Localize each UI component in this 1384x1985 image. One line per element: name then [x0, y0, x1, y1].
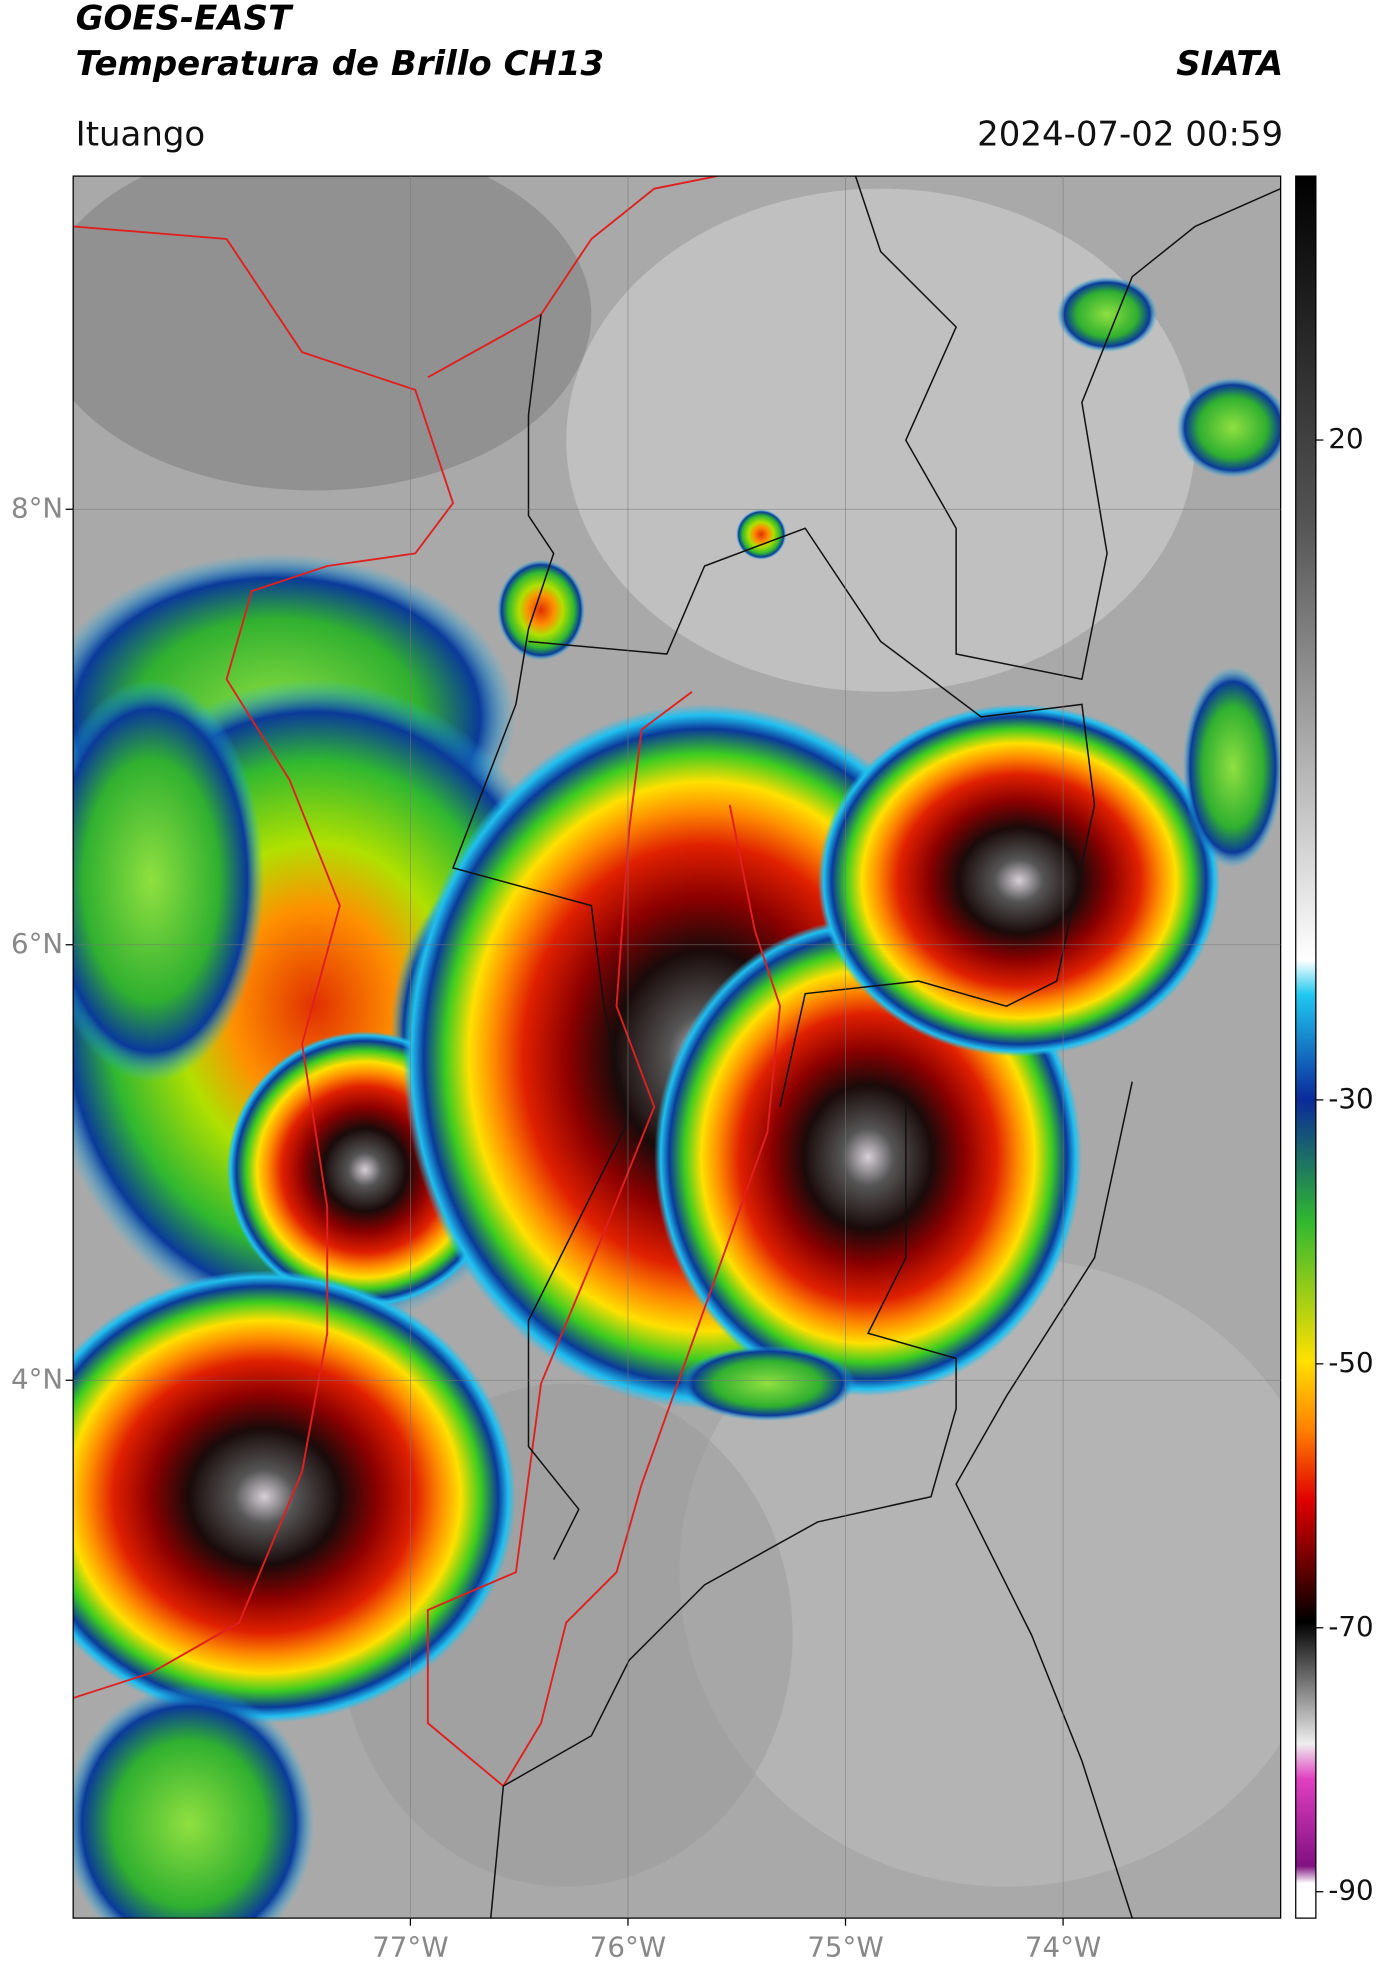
title: GOES-EAST	[76, 0, 294, 39]
colorbar-tick-label: 20	[1328, 422, 1363, 455]
lat-tick-label: 4°N	[11, 1362, 63, 1395]
colorbar-tick-label: -50	[1328, 1346, 1373, 1379]
lat-tick-label: 8°N	[11, 491, 63, 524]
lon-tick-label: 75°W	[807, 1930, 883, 1963]
location: Ituango	[76, 114, 206, 154]
map-frame	[72, 175, 1282, 1919]
lon-tick-label: 74°W	[1025, 1930, 1101, 1963]
colorbar-tick-label: -70	[1328, 1610, 1373, 1643]
subtitle: Temperatura de Brillo CH13	[76, 44, 604, 84]
colorbar-tick-label: -30	[1328, 1082, 1373, 1115]
colorbar	[1295, 175, 1317, 1919]
colorbar-tick-label: -90	[1328, 1874, 1373, 1907]
timestamp: 2024-07-02 00:59	[977, 114, 1283, 154]
lon-tick-label: 76°W	[590, 1930, 666, 1963]
lat-tick-label: 6°N	[11, 927, 63, 960]
lon-tick-label: 77°W	[372, 1930, 448, 1963]
satellite-image	[73, 176, 1281, 1919]
brand: SIATA	[1176, 44, 1283, 84]
